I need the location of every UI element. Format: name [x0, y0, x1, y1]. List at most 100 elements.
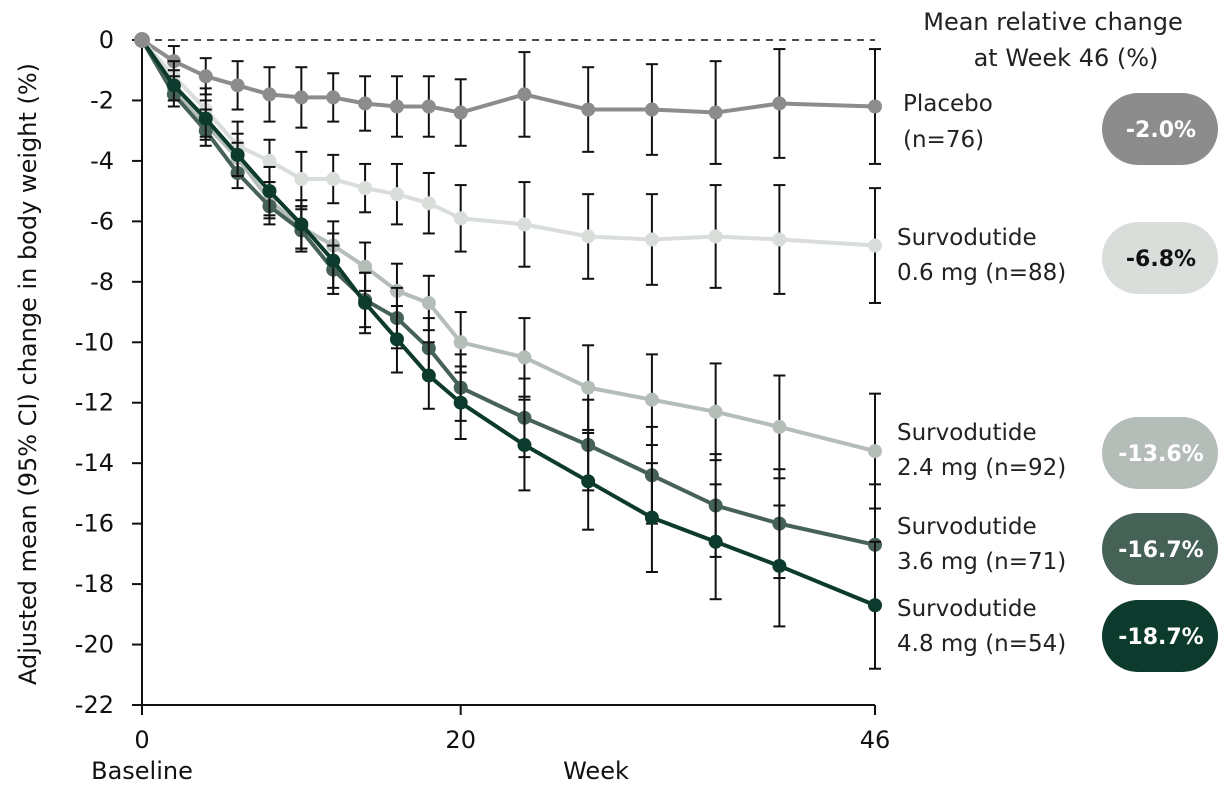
y-tick-label: -2 — [90, 86, 114, 114]
data-point — [294, 217, 309, 232]
series-label-3: 3.6 mg (n=71) — [897, 549, 1066, 575]
y-tick-label: -16 — [75, 510, 114, 538]
data-point — [868, 99, 882, 114]
data-point — [644, 102, 659, 117]
data-point — [868, 598, 882, 613]
data-point — [581, 474, 596, 489]
data-point — [262, 87, 277, 102]
y-tick-label: 0 — [99, 26, 114, 54]
data-point — [198, 111, 213, 126]
data-point — [772, 419, 787, 434]
axes: 0 -2 -4 -6 -8 -10 -12 -14 -16 -18 -20 -22 0 20 46 — [75, 26, 890, 754]
series-label-1: 0.6 mg (n=88) — [897, 260, 1066, 286]
series-label-2: Survodutide — [897, 420, 1037, 446]
data-point — [294, 172, 309, 187]
y-tick-label: -12 — [75, 389, 114, 417]
data-point — [294, 90, 309, 105]
final-value-label: -13.6% — [1118, 442, 1203, 467]
series-label-4: Survodutide — [897, 596, 1037, 622]
data-point — [166, 78, 181, 93]
data-point — [708, 105, 723, 120]
y-tick-label: -4 — [90, 147, 114, 175]
series-layer — [134, 32, 882, 670]
data-point — [421, 368, 436, 383]
labels-layer: Mean relative change at Week 46 (%) Week… — [14, 8, 1218, 785]
data-point — [453, 335, 468, 350]
x-tick-label: 46 — [860, 726, 891, 754]
data-point — [230, 78, 245, 93]
final-value-label: -16.7% — [1118, 538, 1203, 563]
series-label-0: Placebo — [903, 91, 993, 117]
data-point — [389, 332, 404, 347]
series-3 — [140, 38, 882, 607]
data-point — [772, 558, 787, 573]
data-point — [358, 259, 373, 274]
series-label-1: Survodutide — [897, 225, 1037, 251]
data-point — [517, 438, 532, 453]
series-line — [140, 38, 876, 115]
data-point — [358, 295, 373, 310]
data-point — [644, 392, 659, 407]
data-point — [517, 350, 532, 365]
data-point — [644, 510, 659, 525]
data-point — [868, 238, 882, 253]
data-point — [868, 444, 882, 459]
y-tick-label: -8 — [90, 268, 114, 296]
y-tick-label: -10 — [75, 328, 114, 356]
final-value-pill — [1102, 93, 1218, 165]
series-0 — [140, 38, 882, 165]
series-4 — [140, 38, 882, 670]
data-point — [581, 380, 596, 395]
x-tick-label: 0 — [134, 726, 149, 754]
data-point — [421, 196, 436, 211]
series-label-2: 2.4 mg (n=92) — [897, 455, 1066, 481]
data-point — [708, 534, 723, 549]
data-point — [262, 153, 277, 168]
data-point — [326, 253, 341, 268]
y-tick-label: -14 — [75, 449, 114, 477]
data-point — [326, 172, 341, 187]
final-value-label: -6.8% — [1126, 247, 1196, 272]
data-point — [453, 211, 468, 226]
final-value-pill — [1102, 513, 1218, 585]
baseline-point — [134, 32, 150, 48]
series-label-4: 4.8 mg (n=54) — [897, 631, 1066, 657]
data-point — [708, 404, 723, 419]
y-tick-label: -20 — [75, 631, 114, 659]
data-point — [358, 181, 373, 196]
x-baseline-label: Baseline — [91, 757, 193, 785]
series-line — [140, 38, 876, 248]
y-tick-label: -22 — [75, 691, 114, 719]
series-line — [140, 38, 876, 454]
data-point — [421, 99, 436, 114]
y-tick-label: -18 — [75, 570, 114, 598]
data-point — [517, 217, 532, 232]
final-value-pill — [1102, 222, 1218, 294]
x-tick-label: 20 — [445, 726, 476, 754]
final-value-label: -18.7% — [1118, 625, 1203, 650]
data-point — [262, 184, 277, 199]
data-point — [581, 102, 596, 117]
data-point — [644, 232, 659, 247]
y-tick-label: -6 — [90, 207, 114, 235]
data-point — [708, 229, 723, 244]
data-point — [453, 105, 468, 120]
data-point — [389, 187, 404, 202]
final-value-pill — [1102, 417, 1218, 489]
header-line-2: at Week 46 (%) — [974, 44, 1159, 72]
data-point — [581, 229, 596, 244]
data-point — [358, 96, 373, 111]
data-point — [230, 147, 245, 162]
data-point — [389, 99, 404, 114]
data-point — [517, 87, 532, 102]
data-point — [772, 96, 787, 111]
data-point — [198, 69, 213, 84]
header-line-1: Mean relative change — [923, 8, 1183, 36]
data-point — [326, 90, 341, 105]
data-point — [453, 395, 468, 410]
final-value-label: -2.0% — [1126, 118, 1196, 143]
final-value-pill — [1102, 600, 1218, 672]
series-label-3: Survodutide — [897, 514, 1037, 540]
series-line — [140, 38, 876, 547]
